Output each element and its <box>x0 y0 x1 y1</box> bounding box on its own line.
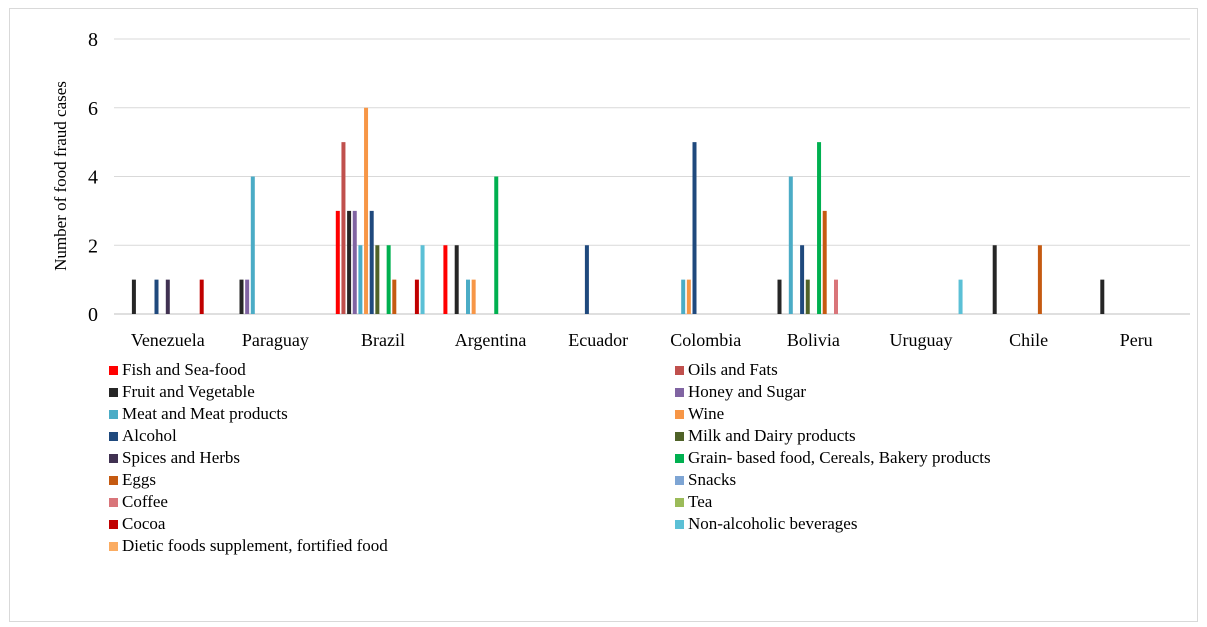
bar <box>454 245 459 314</box>
bar <box>358 245 363 314</box>
y-tick-label: 4 <box>88 167 98 189</box>
bar <box>817 142 822 315</box>
bar <box>420 245 425 314</box>
bar <box>686 279 691 315</box>
bar <box>692 142 697 315</box>
bar <box>199 279 204 315</box>
bar <box>364 107 369 314</box>
bar <box>369 210 374 315</box>
bar <box>805 279 810 315</box>
bar <box>443 245 448 314</box>
bar <box>335 210 340 315</box>
x-tick-label: Uruguay <box>890 330 953 350</box>
x-tick-label: Paraguay <box>242 330 309 350</box>
bar <box>471 279 476 315</box>
bar <box>375 245 380 314</box>
chart-frame <box>9 8 1198 622</box>
x-tick-label: Peru <box>1120 330 1153 350</box>
y-tick-label: 6 <box>88 98 98 120</box>
x-tick-label: Argentina <box>455 330 527 350</box>
x-tick-label: Ecuador <box>568 330 628 350</box>
bars <box>131 107 1105 315</box>
bar <box>822 210 827 315</box>
bar <box>392 279 397 315</box>
bar <box>584 245 589 314</box>
bar <box>245 279 250 315</box>
bar <box>466 279 470 315</box>
bar <box>250 176 255 314</box>
bar <box>341 142 346 315</box>
bar <box>1100 279 1105 315</box>
bar <box>239 279 244 315</box>
bar <box>992 245 997 314</box>
x-tick-label: Brazil <box>361 330 405 350</box>
bar <box>352 210 357 315</box>
y-tick-label: 0 <box>88 304 98 326</box>
y-axis-title: Number of food fraud cases <box>51 81 70 271</box>
bar <box>1037 245 1042 314</box>
bar <box>131 279 136 315</box>
bar <box>681 279 686 315</box>
y-tick-label: 8 <box>88 29 98 51</box>
bar <box>777 279 782 315</box>
bar <box>834 279 838 315</box>
axis-labels: 0 2 4 6 8 Number of food fraud cases Venezuela… <box>51 29 1153 350</box>
x-tick-label: Venezuela <box>131 330 205 350</box>
bar <box>165 279 170 315</box>
x-tick-label: Bolivia <box>787 330 840 350</box>
x-tick-label: Chile <box>1009 330 1048 350</box>
bar <box>494 176 499 314</box>
bar <box>414 279 419 315</box>
bar <box>386 245 391 314</box>
bar <box>154 279 159 315</box>
y-tick-label: 2 <box>88 235 98 257</box>
bar <box>347 210 352 315</box>
bar <box>958 279 963 315</box>
x-tick-label: Colombia <box>670 330 741 350</box>
bar <box>788 176 793 314</box>
gridlines <box>114 38 1190 315</box>
bar <box>800 245 805 314</box>
